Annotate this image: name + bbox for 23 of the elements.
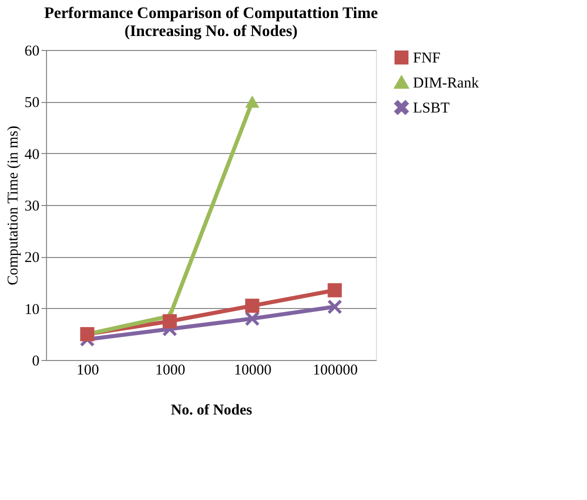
point	[328, 283, 342, 298]
x-tick-label: 10000	[234, 362, 272, 378]
point	[328, 300, 342, 314]
x-tick-label: 100000	[312, 362, 358, 378]
y-tick-label: 60	[24, 44, 40, 60]
text: Performance Comparison of Computattion Time	[44, 5, 378, 22]
y-tick-label: 10	[24, 302, 40, 318]
point	[245, 312, 260, 326]
legend-label: FNF	[413, 50, 441, 66]
y-axis-title: Computation Time (in ms)	[6, 126, 22, 286]
x-axis-title: No. of Nodes	[170, 402, 252, 418]
y-tick-label: 40	[24, 146, 40, 163]
legend-label: LSBT	[413, 100, 450, 116]
point	[245, 298, 260, 313]
x-tick-label: 1000	[155, 362, 186, 378]
point	[162, 314, 177, 328]
y-tick-label: 20	[24, 250, 40, 266]
x-tick-label: 100	[76, 362, 99, 378]
y-tick-label: 30	[24, 198, 40, 214]
y-tick-label: 0	[32, 354, 40, 370]
text: (Increasing No. of Nodes)	[124, 23, 298, 40]
y-tick-label: 50	[24, 95, 40, 112]
legend-label: DIM-Rank	[413, 76, 480, 92]
